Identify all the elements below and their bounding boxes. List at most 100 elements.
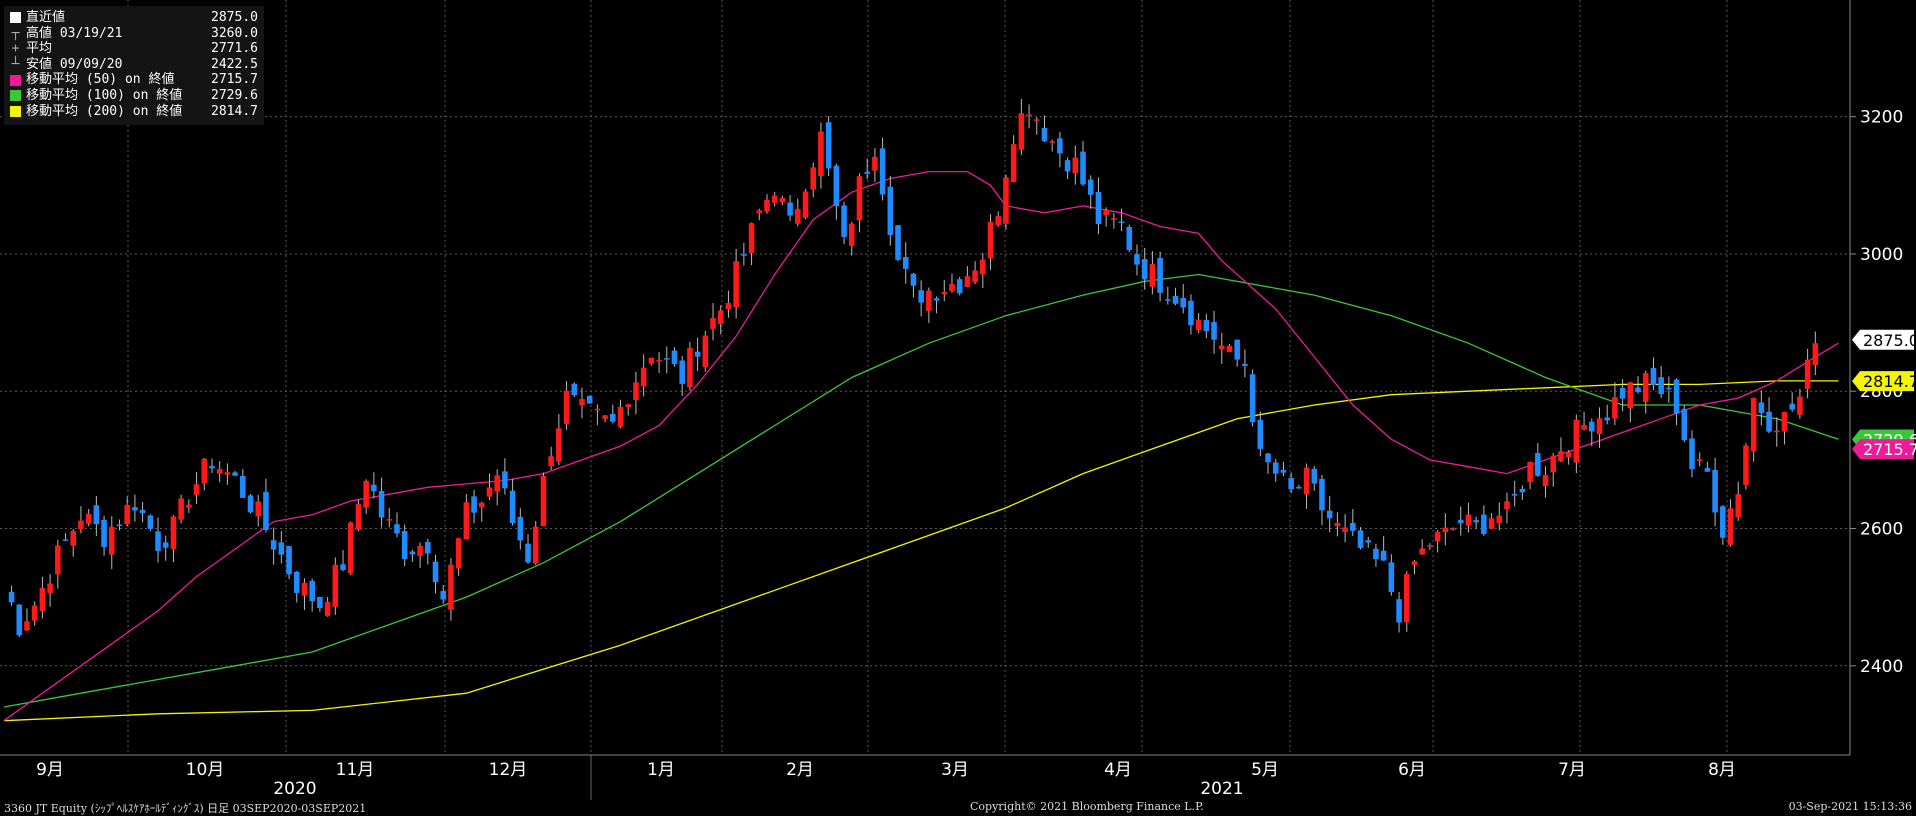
candle-body [509, 490, 516, 523]
candle-body [1457, 519, 1464, 524]
candle-body [24, 621, 30, 631]
candle-body [679, 360, 685, 384]
candle-body [872, 156, 878, 171]
high-marker-icon: ┬ [11, 25, 20, 41]
candle-body [170, 516, 177, 549]
candle-body [702, 335, 709, 367]
candle-body [270, 540, 277, 550]
x-tick-label: 4月 [1104, 760, 1132, 780]
candle-body [394, 524, 400, 534]
candle-body [995, 215, 1002, 226]
candle-body [1111, 218, 1117, 220]
candle-body [378, 491, 385, 518]
candle-body [1242, 363, 1248, 366]
candle-body [795, 208, 801, 224]
candle-body [1720, 506, 1726, 538]
candle-body [1134, 254, 1140, 265]
candle-body [648, 357, 655, 364]
candle-body [1211, 321, 1217, 340]
candle-body [1033, 119, 1040, 121]
candle-body [964, 276, 971, 287]
candle-body [1041, 127, 1048, 142]
candle-body [1673, 379, 1680, 414]
y-tick-label: 3200 [1860, 108, 1903, 128]
candle-body [1804, 359, 1811, 389]
candle-body [425, 541, 431, 554]
candle-body [47, 583, 53, 594]
candle-body [1627, 382, 1634, 409]
x-tick-label: 8月 [1708, 760, 1736, 780]
year-label: 2020 [273, 779, 316, 799]
candle-body [1581, 425, 1587, 430]
candle-body [563, 390, 570, 424]
candle-body [494, 475, 500, 492]
candle-body [1357, 530, 1364, 548]
candle-body [78, 520, 84, 530]
candle-body [810, 167, 817, 190]
candle-body [1064, 160, 1071, 172]
candle-body [756, 210, 763, 214]
candle-body [1650, 367, 1657, 386]
candle-body [1026, 114, 1032, 116]
candle-body [1450, 528, 1456, 530]
candle-body [93, 505, 100, 525]
x-tick-label: 11月 [336, 760, 375, 780]
candle-body [1797, 396, 1803, 415]
candle-body [286, 546, 292, 575]
candle-body [386, 519, 393, 521]
candle-body [1218, 345, 1225, 350]
candle-body [1003, 177, 1009, 224]
candle-body [1696, 459, 1703, 461]
candle-body [216, 468, 223, 474]
candle-body [610, 413, 616, 422]
candle-body [1396, 599, 1402, 623]
candle-body [1157, 257, 1163, 293]
legend-row-last: 直近値 2875.0 [10, 10, 258, 26]
candle-body [1588, 421, 1595, 432]
candle-body [733, 261, 739, 308]
candle-body [1473, 520, 1479, 523]
candle-body [440, 591, 447, 600]
candle-body [617, 406, 624, 427]
price-tag [1852, 329, 1914, 350]
candle-body [486, 487, 493, 497]
candle-body [16, 604, 23, 636]
candle-body [640, 367, 647, 387]
candle-body [108, 526, 115, 555]
price-tag [1852, 371, 1914, 392]
candle-body [1558, 451, 1564, 462]
candle-body [232, 472, 238, 476]
candle-body [748, 223, 755, 254]
candle-body [879, 148, 886, 195]
candle-body [355, 504, 362, 530]
candle-body [31, 605, 38, 621]
candle-body [532, 526, 539, 564]
candle-body [132, 507, 138, 511]
candle-body [525, 543, 531, 563]
candle-body [155, 531, 161, 552]
candle-body [625, 404, 632, 407]
y-tick-label: 2600 [1860, 520, 1903, 540]
candle-body [949, 284, 955, 292]
candle-body [802, 191, 809, 218]
candle-body [694, 351, 701, 357]
candle-body [1419, 548, 1425, 555]
candle-body [62, 539, 69, 541]
candle-body [1288, 477, 1294, 490]
candle-body [1573, 419, 1580, 463]
legend-row-high: ┬ 高値 03/19/21 3260.0 [11, 25, 258, 41]
candle-body [340, 564, 346, 570]
candle-body [332, 564, 339, 607]
candle-body [1527, 461, 1533, 483]
candle-body [841, 205, 847, 237]
candle-body [764, 199, 770, 212]
candle-body [602, 415, 608, 419]
price-tag [1852, 439, 1914, 460]
candle-body [85, 513, 92, 524]
legend-row-ma200: 移動平均 (200) on 終値 2814.7 [10, 104, 258, 120]
ma200-swatch-icon [10, 105, 21, 117]
candle-body [1604, 417, 1610, 421]
candle-body [1519, 488, 1526, 493]
